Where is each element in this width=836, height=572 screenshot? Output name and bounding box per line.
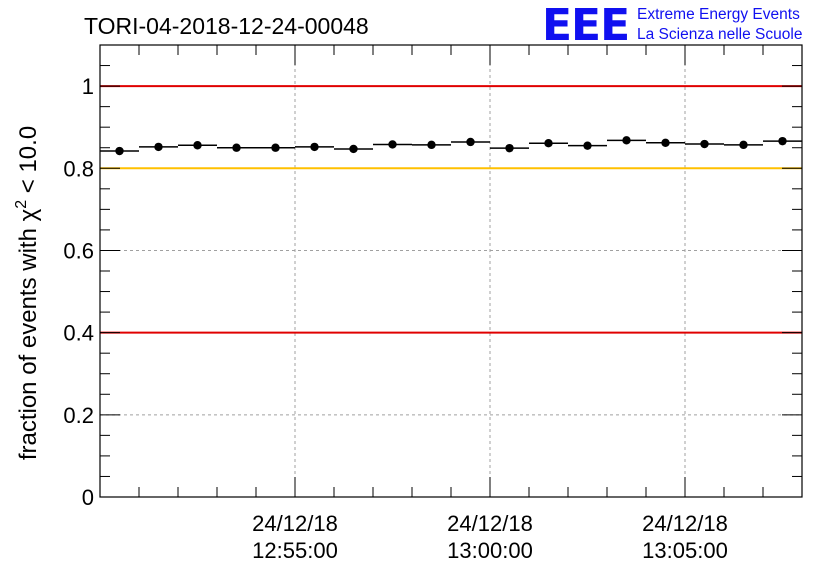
data-point xyxy=(310,142,319,152)
data-point xyxy=(661,138,670,147)
y-axis-label-prefix: fraction of events with xyxy=(15,221,42,460)
data-point xyxy=(778,136,787,146)
eee-logo: EEE Extreme Energy Events La Scienza nel… xyxy=(542,0,802,51)
x-tick-label-date: 24/12/18 xyxy=(642,511,728,536)
x-tick-label-date: 24/12/18 xyxy=(447,511,533,536)
data-point xyxy=(154,142,163,152)
y-axis-label-suffix: < 10.0 xyxy=(15,126,42,200)
x-tick-labels: 24/12/1812:55:0024/12/1813:00:0024/12/18… xyxy=(252,511,728,563)
data-point xyxy=(583,141,592,150)
y-tick-label: 0 xyxy=(82,485,94,510)
data-point xyxy=(349,144,358,154)
data-point xyxy=(115,146,124,156)
reference-lines xyxy=(100,85,802,334)
data-point xyxy=(193,141,202,150)
data-series xyxy=(100,136,802,156)
chart-title: TORI-04-2018-12-24-00048 xyxy=(84,13,369,39)
eee-logo-mark: EEE xyxy=(542,0,629,51)
x-tick-label-date: 24/12/18 xyxy=(252,511,338,536)
data-point xyxy=(700,139,709,149)
y-tick-labels: 0 0.2 0.4 0.6 0.8 1 xyxy=(63,74,94,510)
y-axis-label: fraction of events with χ2 < 10.0 xyxy=(13,126,42,460)
x-tick-label-time: 13:00:00 xyxy=(447,538,533,563)
ticks xyxy=(100,44,802,498)
y-axis-label-symbol: χ xyxy=(15,208,42,221)
logo-line-1: Extreme Energy Events xyxy=(637,6,800,23)
y-tick-label: 0.8 xyxy=(63,156,94,181)
y-tick-label: 0.6 xyxy=(63,238,94,263)
x-tick-label-time: 13:05:00 xyxy=(642,538,728,563)
data-point xyxy=(739,140,748,150)
data-point xyxy=(505,143,514,153)
x-tick-label-time: 12:55:00 xyxy=(252,538,338,563)
y-tick-label: 1 xyxy=(82,74,94,99)
data-point xyxy=(544,139,553,148)
data-point xyxy=(427,140,436,150)
logo-line-2: La Scienza nelle Scuole xyxy=(637,26,802,43)
data-point xyxy=(622,136,631,145)
data-point xyxy=(388,140,397,149)
data-point xyxy=(232,143,241,152)
data-point xyxy=(466,137,475,147)
data-point xyxy=(271,143,280,152)
y-tick-label: 0.4 xyxy=(63,321,94,346)
y-tick-label: 0.2 xyxy=(63,403,94,428)
y-axis-label-superscript: 2 xyxy=(13,200,30,209)
